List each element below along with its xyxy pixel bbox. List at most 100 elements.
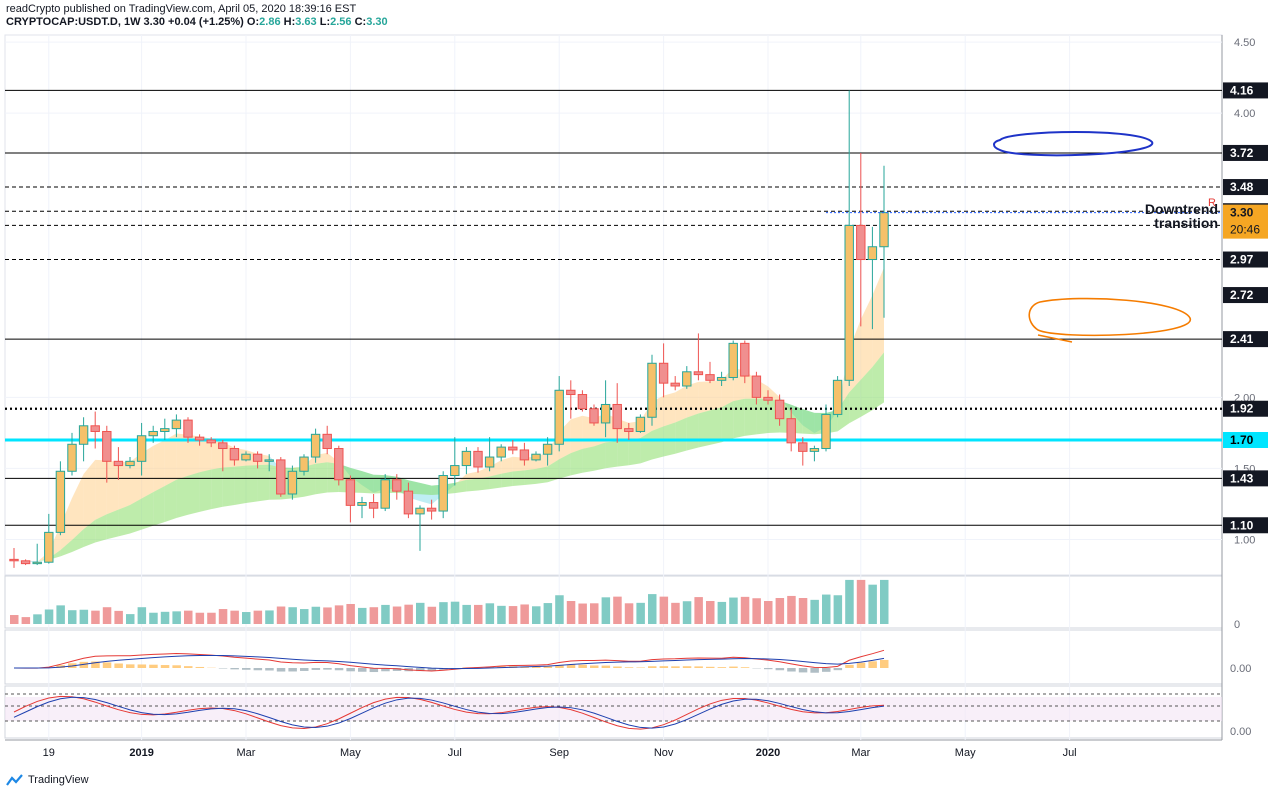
volume-bar [334,605,344,624]
macd-histogram-bar [102,662,112,668]
macd-histogram-bar [810,668,819,673]
candle-body [879,212,889,248]
ema-cloud-long [617,440,629,467]
price-change: +0.04 (+1.25%) [168,16,244,28]
macd-histogram-bar [427,668,437,671]
candle-body [90,425,100,432]
volume-bar [578,603,587,624]
candle-body [473,450,483,468]
ema-cloud-long [675,417,687,454]
macd-histogram-bar [671,666,680,668]
candle-body [194,436,205,441]
volume-bar [450,601,460,624]
candle-body [322,433,332,450]
macd-line [13,649,885,672]
ema-cloud-long [466,478,478,492]
candle-body [844,224,854,381]
level-tag-label: 1.70 [1230,433,1254,447]
volume-bar [358,607,367,624]
candle-body [218,442,228,450]
volume-bar [764,601,773,624]
ema-cloud-long [106,509,119,540]
macd-histogram-bar [79,661,89,668]
macd-histogram-bar [126,664,135,668]
volume-bar [79,609,89,624]
macd-histogram-bar [532,666,541,668]
close-label: C: [354,16,367,28]
candle-body [113,460,124,467]
candle-body [380,479,390,509]
volume-bar [323,607,332,624]
macd-histogram-bar [242,668,251,670]
ema-cloud-long [582,446,594,473]
annotation-downtrend: Downtrend [1145,201,1218,217]
level-tag-bg [1223,251,1268,268]
candle-body [415,507,425,515]
macd-histogram-bar [740,667,750,668]
annotation-transition: transition [1154,215,1218,231]
stoch-band [5,697,1222,721]
x-tick-label: May [340,747,361,759]
level-tag-bg [1223,331,1268,348]
ema-cloud-long [756,398,768,435]
symbol-label[interactable]: CRYPTOCAP:USDT.D, 1W [6,16,141,28]
ema-cloud-short [686,381,699,418]
level-tag-bg [1223,432,1268,448]
ema-cloud-short [118,461,130,510]
candle-body [658,362,669,384]
tradingview-brand[interactable]: TradingView [6,774,89,786]
ema-cloud-short [663,392,676,427]
level-tag-label: 4.16 [1230,83,1254,97]
ema-cloud-long [744,398,757,436]
candle-body [751,375,762,398]
ema-cloud-long [501,471,513,488]
x-tick-label: Mar [237,747,256,759]
ema-cloud-long [257,464,270,502]
macd-histogram-bar [648,666,657,668]
ema-cloud-short [106,460,119,515]
volume-bar [729,597,738,624]
candle-body [763,396,773,401]
candle-body [821,413,831,450]
candle-body [832,379,843,415]
volume-bar [265,610,274,624]
level-tag-label: 1.43 [1230,471,1254,485]
x-tick-label: 2019 [129,747,153,759]
volume-bar [659,596,669,624]
macd-histogram-bar [56,665,65,668]
x-tick-label: 2020 [756,747,780,759]
macd-histogram-bar [822,668,831,672]
macd-histogram-bar [590,665,599,668]
brand-label: TradingView [28,774,89,786]
volume-bar [439,602,448,624]
volume-bar [671,602,680,624]
candle-body [438,475,448,512]
level-tag-bg [1223,470,1268,487]
volume-bar [845,579,854,624]
ema-cloud-long [872,352,884,411]
ema-cloud-long [304,463,316,497]
volume-bar [33,614,42,624]
macd-histogram-bar [334,668,344,671]
last-price-tag-label: 3.30 [1230,206,1254,220]
macd-histogram-bar [149,664,158,668]
volume-bar [706,601,715,624]
low-value: 2.56 [330,16,352,28]
ema-cloud-short [60,498,72,551]
candle-body [55,470,66,533]
ema-cloud-long [362,471,374,494]
candle-body [647,362,657,418]
macd-histogram-bar [114,663,123,668]
stoch-d-line [13,696,885,729]
candle-body [136,435,147,462]
level-tag-bg [1223,179,1268,196]
macd-histogram-bar [613,666,622,668]
volume-bar [207,612,216,624]
volume-bar [311,606,321,624]
volume-bar [126,614,135,624]
macd-histogram-bar [346,668,355,672]
y-tick-label: 4.00 [1234,108,1255,120]
candle-body [276,459,286,495]
ema-cloud-long [60,540,72,557]
